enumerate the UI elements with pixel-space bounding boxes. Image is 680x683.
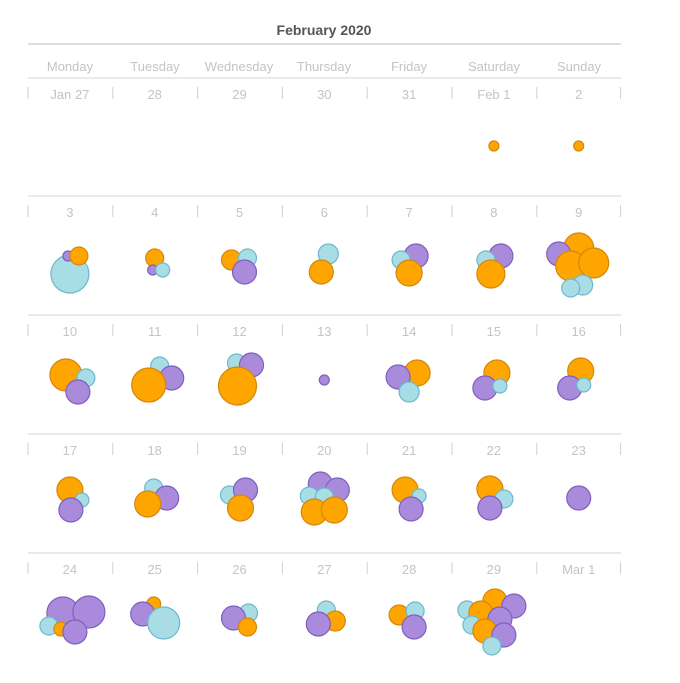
- bubble-blue: [576, 377, 592, 393]
- day-label: 2: [575, 87, 582, 102]
- bubble-orange: [320, 496, 348, 524]
- day-label: 10: [63, 324, 77, 339]
- bubble-blue: [482, 636, 502, 656]
- bubble-orange: [134, 490, 162, 518]
- bubble-orange: [578, 247, 610, 279]
- day-label: 28: [402, 562, 416, 577]
- day-label: 5: [236, 205, 243, 220]
- bubble-orange: [217, 366, 258, 406]
- weekday-label: Thursday: [297, 59, 352, 74]
- bubble-purple: [318, 374, 330, 386]
- weekday-label: Tuesday: [130, 59, 180, 74]
- weekday-label: Monday: [47, 59, 94, 74]
- bubble-orange: [69, 246, 89, 266]
- weekday-header-row: Monday Tuesday Wednesday Thursday Friday…: [47, 59, 602, 74]
- day-label: 11: [148, 324, 162, 339]
- day-label: 30: [317, 87, 331, 102]
- bubble-orange: [395, 259, 423, 287]
- bubble-orange: [488, 140, 500, 152]
- day-label: 27: [317, 562, 331, 577]
- day-label: 31: [402, 87, 416, 102]
- weekday-label: Sunday: [557, 59, 602, 74]
- bubble-blue: [398, 381, 420, 403]
- day-label: 15: [487, 324, 501, 339]
- bubble-purple: [72, 595, 106, 629]
- day-label: 22: [487, 443, 501, 458]
- day-label: 25: [147, 562, 161, 577]
- day-label: 19: [232, 443, 246, 458]
- bubble-orange: [308, 259, 334, 285]
- weekday-label: Saturday: [468, 59, 521, 74]
- bubble-orange: [226, 494, 255, 522]
- day-label: 16: [571, 324, 585, 339]
- day-label: Jan 27: [50, 87, 89, 102]
- bubble-purple: [566, 485, 592, 511]
- day-label: 23: [571, 443, 585, 458]
- day-label: Feb 1: [477, 87, 510, 102]
- weekday-label: Wednesday: [205, 59, 274, 74]
- bubble-purple: [477, 495, 503, 521]
- bubble-blue: [561, 278, 581, 298]
- day-label: 8: [490, 205, 497, 220]
- day-label: Mar 1: [562, 562, 595, 577]
- bubble-purple: [398, 496, 424, 522]
- weekday-label: Friday: [391, 59, 428, 74]
- day-label: 29: [232, 87, 246, 102]
- day-label: 9: [575, 205, 582, 220]
- bubble-purple: [62, 619, 88, 645]
- day-label: 28: [147, 87, 161, 102]
- bubble-blue: [492, 378, 508, 394]
- day-label: 13: [317, 324, 331, 339]
- bubble-orange: [131, 367, 167, 403]
- day-label: 24: [63, 562, 77, 577]
- day-label: 21: [402, 443, 416, 458]
- calendar-body: Jan 27 28 29 30 31 Feb 1 23 4 5 6 7 8 910 11 12 13 14 15 1…: [27, 87, 622, 656]
- day-label: 14: [402, 324, 416, 339]
- day-label: 4: [151, 205, 158, 220]
- day-label: 3: [66, 205, 73, 220]
- bubble-purple: [305, 611, 331, 637]
- day-label: 7: [405, 205, 412, 220]
- day-label: 6: [321, 205, 328, 220]
- day-label: 17: [63, 443, 77, 458]
- day-label: 26: [232, 562, 246, 577]
- day-label: 18: [147, 443, 161, 458]
- bubble-purple: [401, 614, 427, 640]
- day-label: 29: [487, 562, 501, 577]
- bubble-orange: [573, 140, 585, 152]
- bubble-orange: [237, 617, 258, 637]
- bubble-blue: [155, 262, 171, 278]
- bubble-purple: [65, 379, 91, 405]
- chart-title: February 2020: [277, 22, 372, 38]
- bubble-orange: [476, 259, 506, 289]
- bubble-blue: [147, 606, 181, 640]
- day-label: 12: [232, 324, 246, 339]
- bubble-purple: [58, 497, 84, 523]
- bubble-purple: [231, 259, 258, 285]
- day-label: 20: [317, 443, 331, 458]
